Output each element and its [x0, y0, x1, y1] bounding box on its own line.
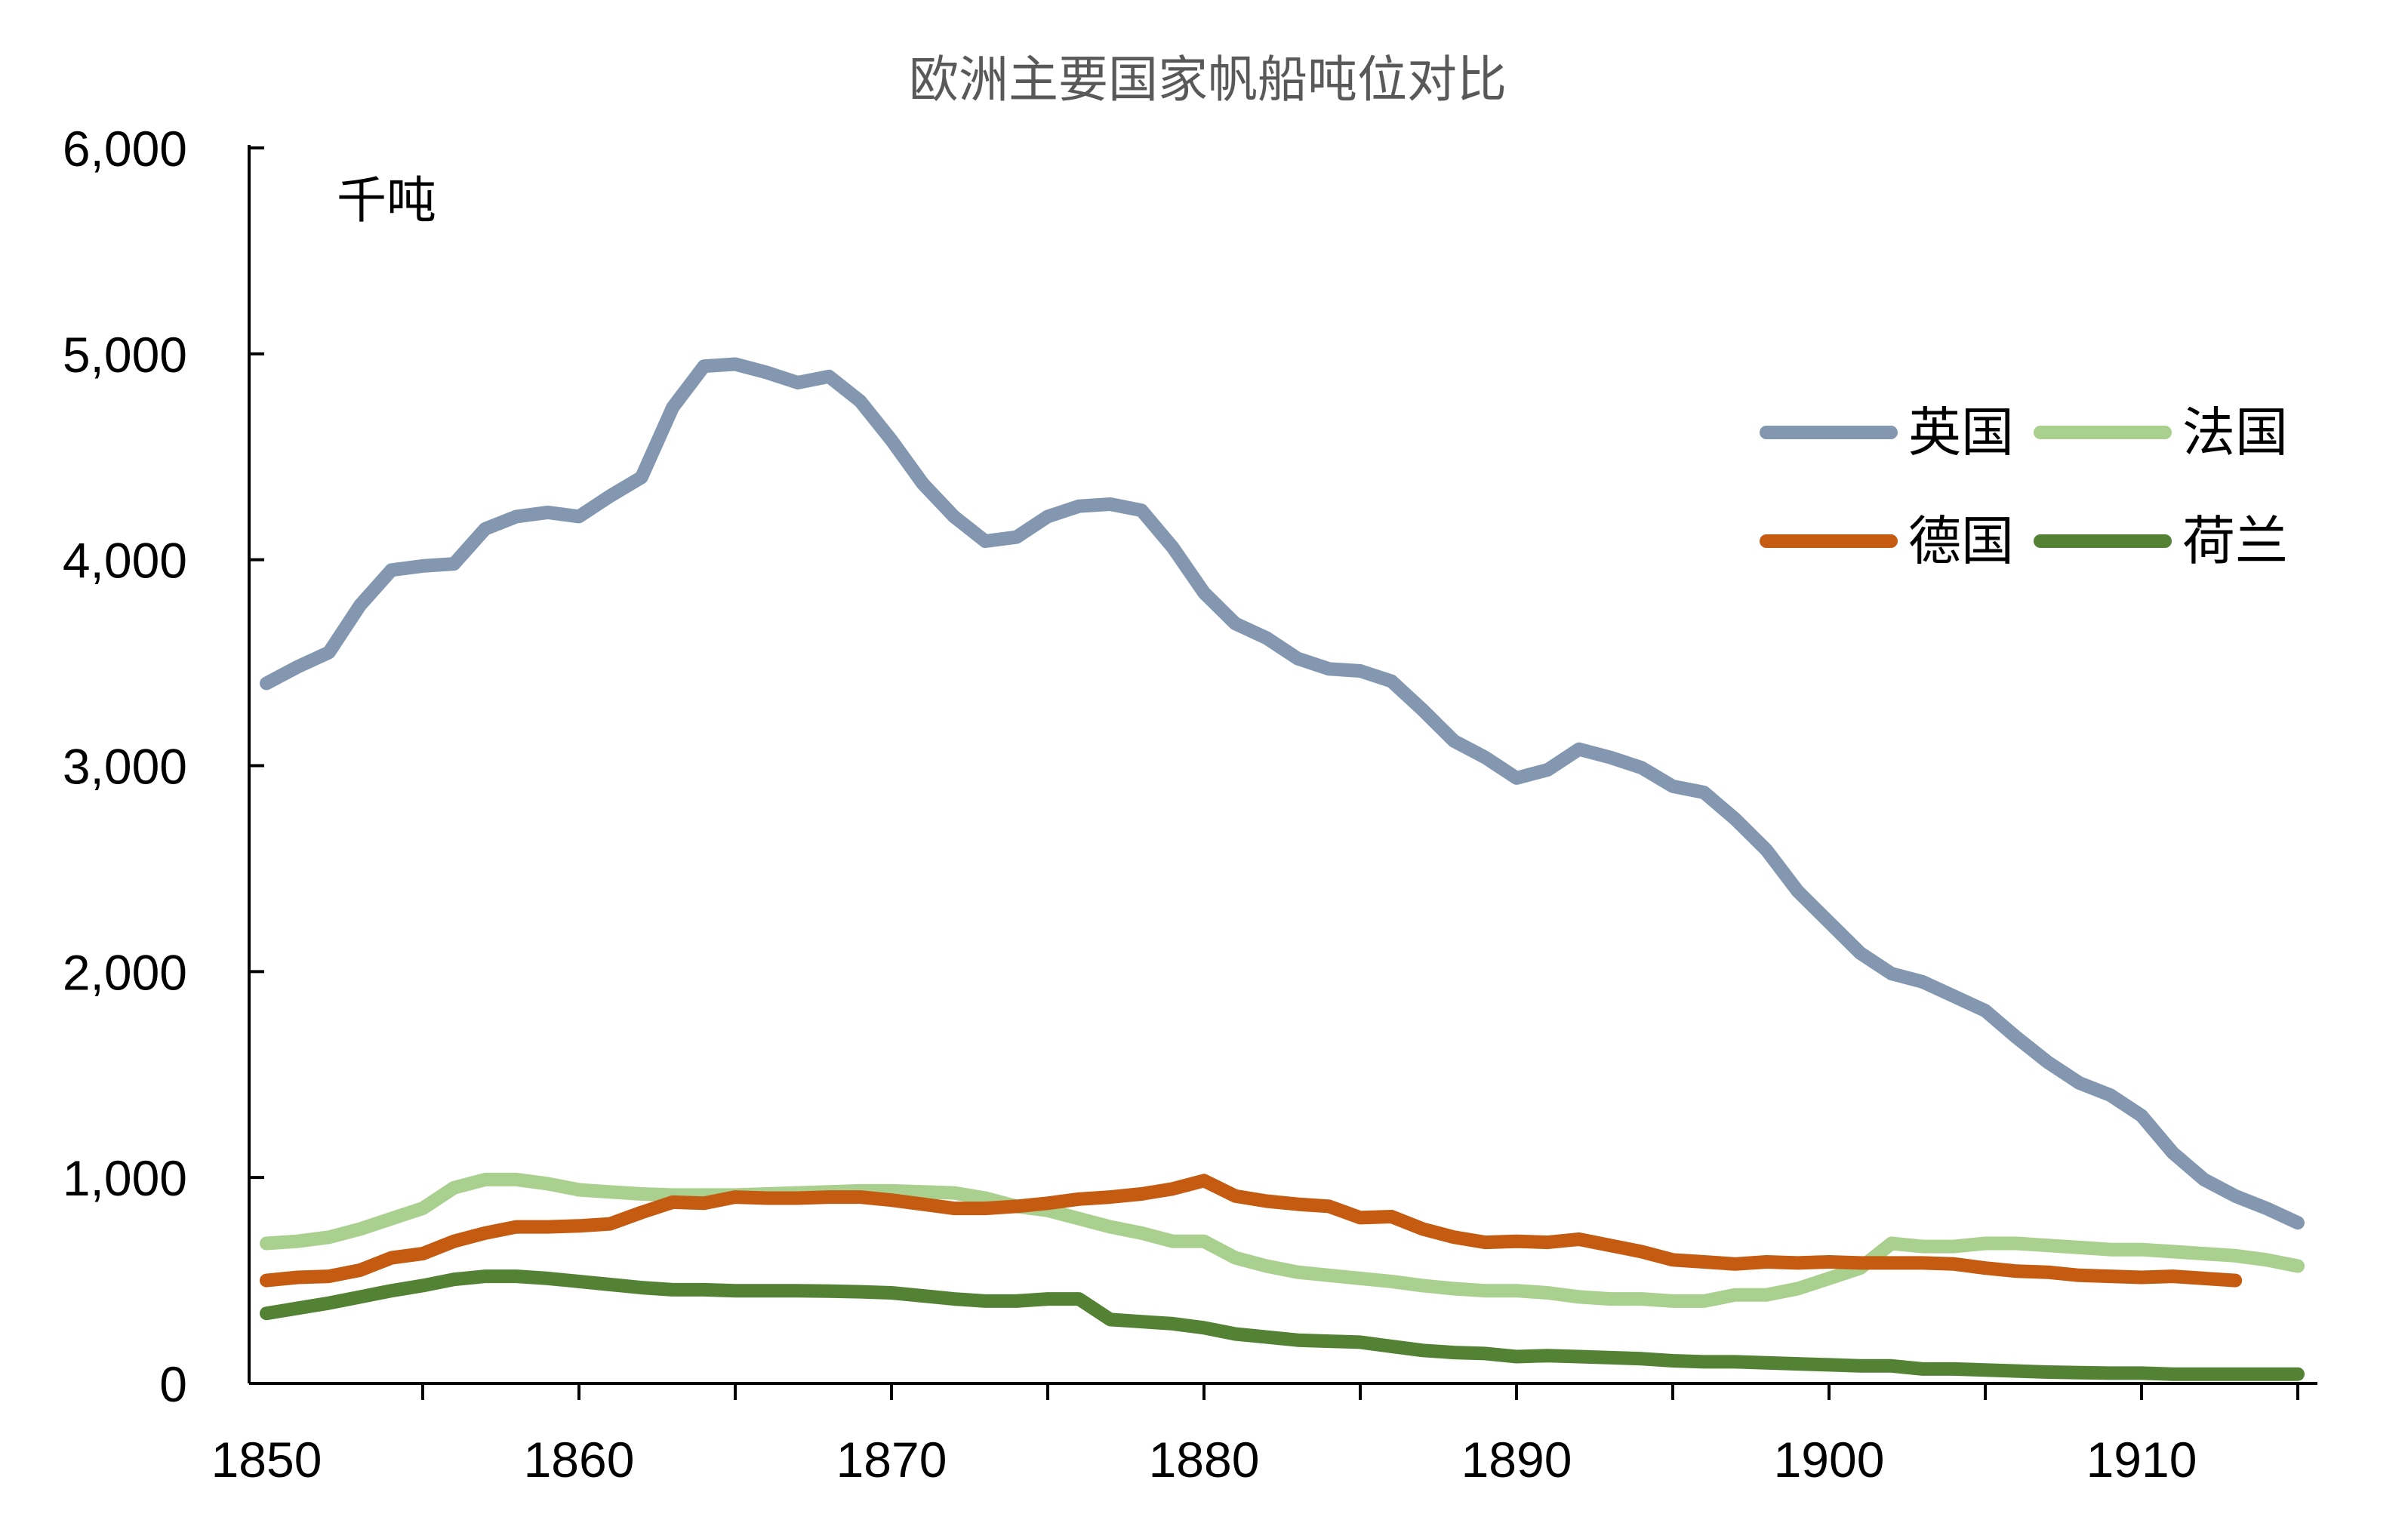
y-tick-label: 3,000 [63, 739, 187, 795]
legend-item: 英国 [1760, 402, 2014, 463]
y-tick-label: 5,000 [63, 327, 187, 383]
legend-label: 法国 [2182, 402, 2288, 463]
x-tick-label: 1860 [524, 1432, 635, 1488]
y-tick-label: 2,000 [63, 944, 187, 1000]
series-line-2 [260, 1172, 2305, 1308]
series-layer [260, 357, 2305, 1381]
series-line-1 [260, 357, 2305, 1230]
y-axis: 6,000 5,000 4,000 3,000 2,000 1,000 0 [63, 121, 264, 1412]
x-tick-label: 1900 [1774, 1432, 1885, 1488]
x-axis: 1850 1860 1870 1880 1890 1900 1910 [211, 1382, 2317, 1488]
legend-label: 荷兰 [2182, 510, 2288, 572]
x-tick-label: 1870 [836, 1432, 947, 1488]
y-tick-label: 4,000 [63, 533, 187, 589]
y-tick-label: 0 [159, 1356, 187, 1412]
x-tick-label: 1850 [211, 1432, 322, 1488]
chart-title: 欧洲主要国家帆船吨位对比 [909, 51, 1507, 109]
x-tick-label: 1890 [1461, 1432, 1572, 1488]
legend-item: 荷兰 [2034, 510, 2288, 572]
y-axis-unit-label: 千吨 [337, 171, 436, 229]
y-tick-label: 1,000 [63, 1150, 187, 1206]
x-tick-label: 1910 [2086, 1432, 2197, 1488]
x-tick-label: 1880 [1149, 1432, 1260, 1488]
legend-label: 英国 [1908, 402, 2014, 463]
legend-item: 德国 [1760, 510, 2014, 572]
series-line-4 [260, 1269, 2305, 1381]
legend-item: 法国 [2034, 402, 2288, 463]
series-line-3 [260, 1174, 2243, 1288]
y-tick-label: 6,000 [63, 121, 187, 177]
legend-label: 德国 [1908, 510, 2014, 572]
